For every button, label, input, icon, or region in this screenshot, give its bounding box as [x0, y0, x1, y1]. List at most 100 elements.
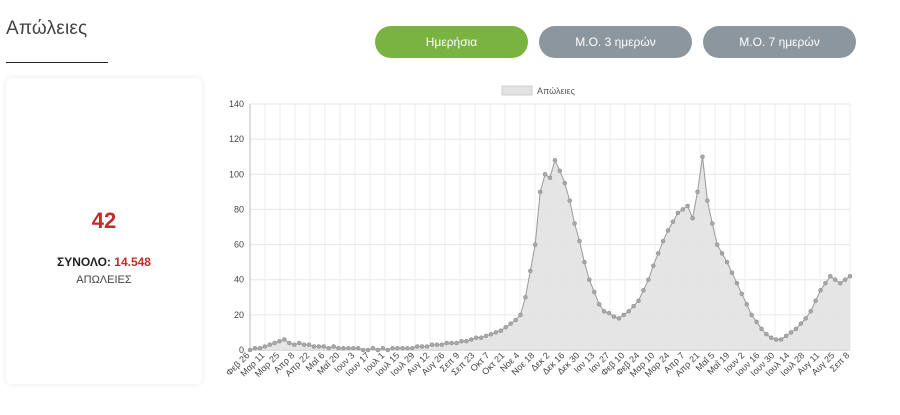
- data-point[interactable]: [316, 344, 322, 349]
- data-point[interactable]: [469, 337, 474, 342]
- data-point[interactable]: [518, 312, 523, 318]
- data-point[interactable]: [557, 168, 563, 174]
- data-point[interactable]: [685, 203, 690, 209]
- data-point[interactable]: [783, 333, 789, 339]
- data-point[interactable]: [710, 221, 715, 226]
- data-point[interactable]: [483, 333, 489, 339]
- data-point[interactable]: [311, 344, 317, 349]
- data-point[interactable]: [532, 242, 538, 247]
- data-point[interactable]: [355, 345, 361, 351]
- data-point[interactable]: [769, 335, 774, 340]
- data-point[interactable]: [419, 344, 425, 349]
- data-point[interactable]: [405, 345, 410, 351]
- data-point[interactable]: [606, 310, 612, 316]
- data-point[interactable]: [370, 345, 376, 351]
- data-point[interactable]: [523, 295, 528, 300]
- data-point[interactable]: [793, 326, 799, 332]
- data-point[interactable]: [493, 330, 499, 335]
- data-point[interactable]: [508, 321, 513, 326]
- data-point[interactable]: [292, 342, 297, 347]
- data-point[interactable]: [626, 309, 631, 314]
- data-point[interactable]: [655, 251, 661, 256]
- data-point[interactable]: [459, 338, 464, 344]
- daily-toggle-button[interactable]: Ημερήσια: [375, 26, 528, 58]
- data-point[interactable]: [272, 340, 277, 346]
- data-point[interactable]: [414, 344, 420, 349]
- data-point[interactable]: [823, 280, 828, 286]
- data-point[interactable]: [296, 340, 302, 346]
- data-point[interactable]: [754, 319, 759, 325]
- data-point[interactable]: [301, 342, 307, 347]
- data-point[interactable]: [724, 259, 730, 265]
- data-point[interactable]: [832, 277, 838, 282]
- data-point[interactable]: [714, 242, 720, 247]
- data-point[interactable]: [587, 277, 592, 282]
- data-point[interactable]: [646, 277, 651, 282]
- data-point[interactable]: [277, 338, 282, 344]
- data-point[interactable]: [326, 345, 331, 351]
- data-point[interactable]: [380, 345, 386, 351]
- data-point[interactable]: [395, 345, 400, 351]
- data-point[interactable]: [473, 335, 479, 340]
- data-point[interactable]: [798, 321, 804, 326]
- data-point[interactable]: [503, 324, 508, 330]
- data-point[interactable]: [601, 309, 607, 314]
- data-point[interactable]: [788, 330, 794, 335]
- data-point[interactable]: [282, 337, 287, 342]
- data-point[interactable]: [744, 302, 749, 307]
- avg7-toggle-button[interactable]: Μ.Ο. 7 ημερών: [703, 26, 856, 58]
- data-point[interactable]: [847, 273, 853, 279]
- data-point[interactable]: [729, 270, 735, 275]
- data-point[interactable]: [621, 312, 627, 318]
- data-point[interactable]: [734, 280, 740, 286]
- data-point[interactable]: [341, 345, 346, 351]
- data-point[interactable]: [773, 337, 779, 342]
- data-point[interactable]: [842, 277, 848, 282]
- data-point[interactable]: [464, 338, 469, 344]
- data-point[interactable]: [439, 342, 445, 347]
- data-point[interactable]: [434, 342, 440, 347]
- data-point[interactable]: [321, 344, 327, 349]
- data-point[interactable]: [651, 263, 656, 268]
- data-point[interactable]: [390, 345, 395, 351]
- data-point[interactable]: [513, 317, 518, 323]
- data-point[interactable]: [695, 189, 700, 195]
- data-point[interactable]: [582, 259, 587, 265]
- data-point[interactable]: [596, 302, 602, 307]
- data-point[interactable]: [247, 347, 253, 353]
- data-point[interactable]: [705, 198, 710, 203]
- data-point[interactable]: [287, 340, 292, 346]
- data-point[interactable]: [498, 328, 504, 333]
- data-point[interactable]: [267, 342, 272, 347]
- data-point[interactable]: [562, 180, 568, 186]
- data-point[interactable]: [759, 326, 764, 332]
- chart-legend[interactable]: Απώλειες: [501, 85, 575, 96]
- data-point[interactable]: [257, 345, 263, 351]
- data-point[interactable]: [400, 345, 405, 351]
- data-point[interactable]: [478, 335, 484, 340]
- data-point[interactable]: [375, 347, 381, 353]
- data-point[interactable]: [592, 289, 597, 295]
- data-point[interactable]: [690, 215, 695, 221]
- data-point[interactable]: [680, 207, 686, 212]
- data-point[interactable]: [306, 342, 312, 347]
- data-point[interactable]: [675, 210, 681, 216]
- data-point[interactable]: [547, 175, 553, 181]
- data-point[interactable]: [365, 347, 371, 353]
- data-point[interactable]: [262, 344, 268, 349]
- data-point[interactable]: [631, 303, 636, 309]
- data-point[interactable]: [813, 298, 818, 304]
- avg3-toggle-button[interactable]: Μ.Ο. 3 ημερών: [539, 26, 692, 58]
- data-point[interactable]: [636, 298, 641, 304]
- data-point[interactable]: [552, 157, 558, 163]
- data-point[interactable]: [542, 172, 548, 177]
- data-point[interactable]: [537, 189, 543, 195]
- data-point[interactable]: [660, 238, 666, 244]
- data-point[interactable]: [429, 342, 435, 347]
- data-point[interactable]: [572, 221, 577, 226]
- data-point[interactable]: [808, 309, 813, 314]
- data-point[interactable]: [449, 340, 454, 346]
- data-point[interactable]: [641, 288, 646, 293]
- data-point[interactable]: [818, 288, 823, 293]
- data-point[interactable]: [360, 347, 366, 353]
